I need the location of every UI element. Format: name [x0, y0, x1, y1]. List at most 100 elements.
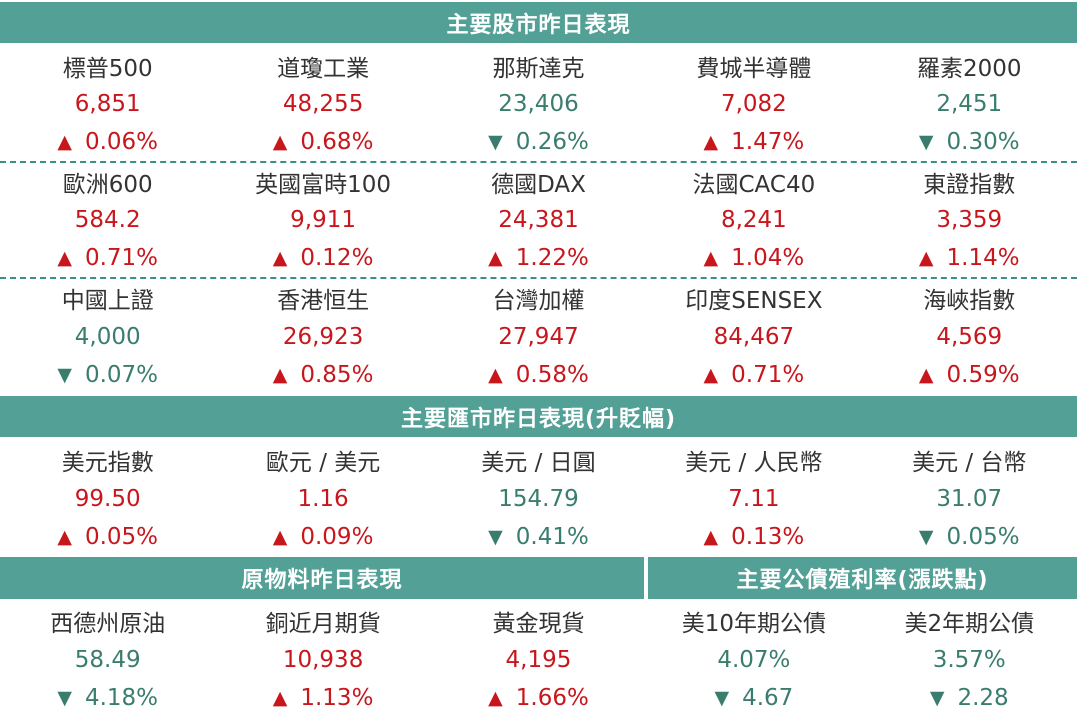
stock-cell: 香港恒生 26,923 ▲ 0.85% [215, 279, 430, 395]
stock-cell: 英國富時100 9,911 ▲ 0.12% [215, 163, 430, 277]
commodity-value: 10,938 [282, 646, 364, 673]
up-arrow-icon: ▲ [57, 526, 72, 549]
bond-yield: 3.57% [932, 646, 1006, 673]
fx-value: 99.50 [74, 485, 141, 512]
fx-change: ▲ 0.05% [57, 518, 158, 557]
up-arrow-icon: ▲ [488, 247, 503, 269]
market-name: 海峽指數 [923, 288, 1016, 315]
stock-cell: 歐洲600 584.2 ▲ 0.71% [0, 163, 215, 277]
change-value: 0.13% [731, 524, 805, 551]
up-arrow-icon: ▲ [488, 687, 503, 710]
fx-value: 1.16 [297, 485, 349, 512]
market-name: 費城半導體 [696, 56, 812, 82]
market-change: ▲ 1.14% [919, 239, 1020, 277]
market-value: 9,911 [290, 207, 357, 233]
fx-change: ▼ 0.05% [919, 518, 1020, 557]
fx-cell: 美元指數 99.50 ▲ 0.05% [0, 441, 215, 557]
down-arrow-icon: ▼ [57, 687, 72, 710]
up-arrow-icon: ▲ [703, 364, 719, 387]
change-value: 1.47% [731, 129, 805, 155]
change-value: 0.58% [515, 362, 589, 389]
down-arrow-icon: ▼ [918, 526, 934, 549]
up-arrow-icon: ▲ [272, 247, 288, 269]
fx-cell: 美元 / 日圓 154.79 ▼ 0.41% [431, 441, 646, 557]
commodities-bonds-grid: 西德州原油 58.49 ▼ 4.18% 銅近月期貨 10,938 ▲ 1.13% 黃… [0, 602, 1077, 718]
market-change: ▼ 0.26% [488, 123, 589, 161]
market-value: 4,000 [74, 323, 141, 350]
stocks-row-europe-japan: 歐洲600 584.2 ▲ 0.71% 英國富時100 9,911 ▲ 0.12% … [0, 163, 1077, 279]
market-change: ▲ 0.06% [57, 123, 158, 161]
up-arrow-icon: ▲ [703, 526, 719, 549]
change-value: 0.68% [300, 129, 374, 155]
fx-cell: 美元 / 台幣 31.07 ▼ 0.05% [862, 441, 1077, 557]
commodity-change: ▲ 1.66% [488, 679, 589, 718]
commodity-value: 4,195 [505, 646, 572, 673]
market-name: 東證指數 [923, 172, 1016, 198]
stock-cell: 印度SENSEX 84,467 ▲ 0.71% [646, 279, 861, 395]
market-change: ▲ 0.71% [57, 239, 158, 277]
commodity-value: 58.49 [74, 646, 141, 673]
stock-cell: 東證指數 3,359 ▲ 1.14% [862, 163, 1077, 277]
market-value: 6,851 [74, 91, 141, 117]
stock-cell: 道瓊工業 48,255 ▲ 0.68% [215, 47, 430, 161]
fx-value: 31.07 [936, 485, 1003, 512]
fx-cell: 美元 / 人民幣 7.11 ▲ 0.13% [646, 441, 861, 557]
fx-cell: 歐元 / 美元 1.16 ▲ 0.09% [215, 441, 430, 557]
fx-value: 7.11 [728, 485, 780, 512]
market-name: 英國富時100 [255, 172, 392, 198]
change-value: 2.28 [957, 685, 1009, 712]
change-value: 1.14% [946, 245, 1020, 271]
market-value: 26,923 [282, 323, 364, 350]
market-change: ▲ 0.12% [273, 239, 374, 277]
commodity-cell: 黃金現貨 4,195 ▲ 1.66% [431, 602, 646, 718]
change-value: 0.09% [300, 524, 374, 551]
change-value: 0.85% [300, 362, 374, 389]
change-value: 0.71% [731, 362, 805, 389]
market-name: 台灣加權 [492, 288, 585, 315]
up-arrow-icon: ▲ [703, 131, 719, 153]
market-change: ▲ 1.04% [704, 239, 805, 277]
down-arrow-icon: ▼ [488, 526, 503, 549]
up-arrow-icon: ▲ [918, 364, 934, 387]
change-value: 1.04% [731, 245, 805, 271]
market-name: 那斯達克 [492, 56, 585, 82]
stock-cell: 那斯達克 23,406 ▼ 0.26% [431, 47, 646, 161]
commodity-change: ▼ 4.18% [57, 679, 158, 718]
up-arrow-icon: ▲ [57, 247, 72, 269]
market-change: ▲ 0.59% [919, 356, 1020, 395]
stocks-row-us: 標普500 6,851 ▲ 0.06% 道瓊工業 48,255 ▲ 0.68% 那斯… [0, 47, 1077, 163]
stock-cell: 標普500 6,851 ▲ 0.06% [0, 47, 215, 161]
market-value: 84,467 [713, 323, 795, 350]
fx-name: 美元 / 日圓 [481, 450, 596, 477]
market-value: 8,241 [720, 207, 787, 233]
change-value: 0.07% [84, 362, 159, 389]
stocks-grid: 標普500 6,851 ▲ 0.06% 道瓊工業 48,255 ▲ 0.68% 那斯… [0, 47, 1077, 395]
market-value: 27,947 [498, 323, 579, 350]
down-arrow-icon: ▼ [57, 364, 72, 387]
fx-section-header: 主要匯市昨日表現(升貶幅) [0, 396, 1077, 437]
up-arrow-icon: ▲ [272, 687, 288, 710]
down-arrow-icon: ▼ [488, 131, 503, 153]
change-value: 0.30% [946, 129, 1020, 155]
bonds-section-header: 主要公債殖利率(漲跌點) [648, 557, 1077, 599]
commodity-cell: 銅近月期貨 10,938 ▲ 1.13% [215, 602, 430, 718]
market-value: 7,082 [720, 91, 787, 117]
change-value: 0.71% [84, 245, 159, 271]
commodity-name: 銅近月期貨 [265, 611, 381, 638]
down-arrow-icon: ▼ [714, 687, 730, 710]
commodity-change: ▲ 1.13% [273, 679, 374, 718]
market-value: 3,359 [936, 207, 1003, 233]
market-change: ▲ 0.71% [704, 356, 805, 395]
up-arrow-icon: ▲ [272, 131, 288, 153]
market-value: 24,381 [498, 207, 579, 233]
commodity-name: 西德州原油 [50, 611, 166, 638]
market-value: 2,451 [936, 91, 1003, 117]
up-arrow-icon: ▲ [272, 364, 288, 387]
market-change: ▼ 0.30% [919, 123, 1020, 161]
market-change: ▼ 0.07% [57, 356, 158, 395]
market-value: 23,406 [498, 91, 579, 117]
commodity-cell: 西德州原油 58.49 ▼ 4.18% [0, 602, 215, 718]
market-name: 道瓊工業 [277, 56, 370, 82]
change-value: 0.12% [300, 245, 374, 271]
